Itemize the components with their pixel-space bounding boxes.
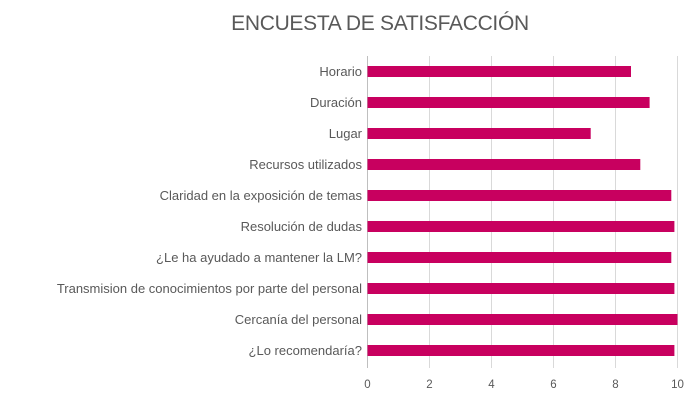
category-label: Transmision de conocimientos por parte d… [57, 281, 362, 296]
x-tick-label: 4 [488, 379, 495, 391]
category-label: Duración [310, 95, 362, 110]
category-label: Cercanía del personal [235, 312, 362, 327]
bar-3 [367, 128, 591, 139]
x-tick-label: 8 [612, 379, 618, 391]
category-label: Claridad en la exposición de temas [160, 188, 363, 203]
bar-1 [367, 66, 631, 77]
bar-8 [367, 283, 675, 294]
bar-5 [367, 190, 672, 201]
x-tick-label: 0 [364, 379, 370, 391]
x-tick-label: 2 [426, 379, 432, 391]
bar-4 [367, 159, 641, 170]
x-tick-label: 10 [671, 379, 684, 391]
chart-title: ENCUESTA DE SATISFACCIÓN [231, 12, 529, 35]
bar-6 [367, 221, 675, 232]
category-label: Horario [319, 64, 362, 79]
bar-7 [367, 252, 672, 263]
bar-9 [367, 314, 678, 325]
category-label: ¿Le ha ayudado a mantener la LM? [156, 250, 362, 265]
bar-10 [367, 345, 675, 356]
bar-2 [367, 97, 650, 108]
category-label: Resolución de dudas [241, 219, 363, 234]
category-label: Lugar [329, 126, 363, 141]
category-label: ¿Lo recomendaría? [249, 343, 362, 358]
x-tick-label: 6 [550, 379, 556, 391]
category-label: Recursos utilizados [249, 157, 362, 172]
